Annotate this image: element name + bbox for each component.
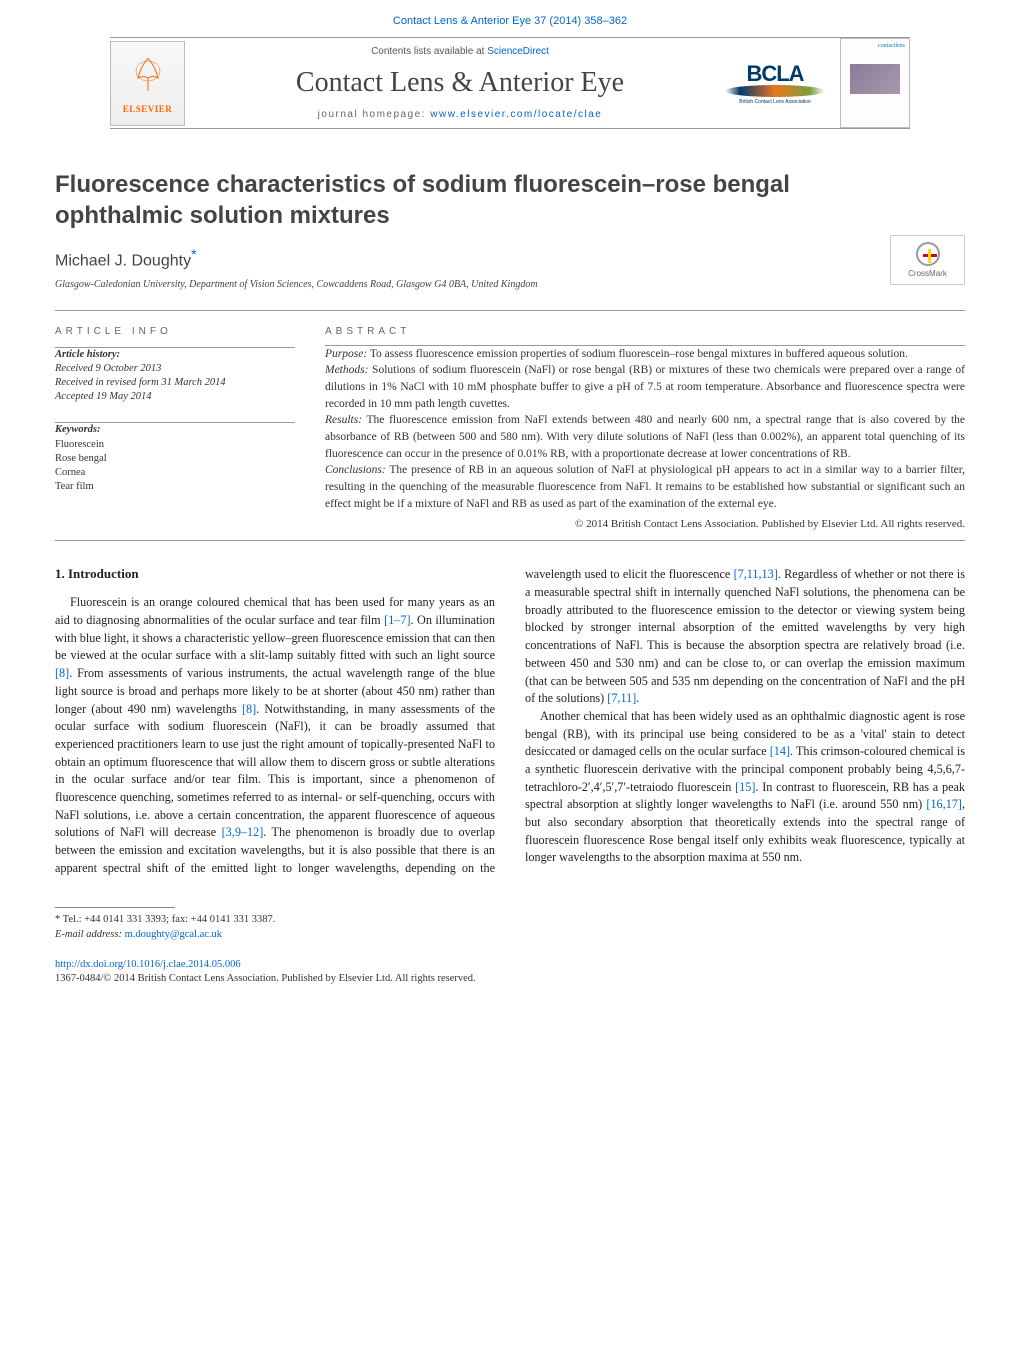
elsevier-tree-icon [128, 53, 168, 101]
contents-prefix: Contents lists available at [371, 46, 487, 57]
divider [55, 540, 965, 541]
keyword: Fluorescein [55, 438, 295, 452]
conclusions-label: Conclusions: [325, 464, 386, 476]
text-run: . The phenomenon is broadly due to overl… [263, 825, 495, 839]
divider [55, 310, 965, 311]
affiliation: Glasgow-Caledonian University, Departmen… [55, 279, 965, 290]
elsevier-logo[interactable]: ELSEVIER [110, 41, 185, 126]
cover-image-icon [850, 64, 900, 94]
accepted-date: Accepted 19 May 2014 [55, 390, 295, 404]
article-body: 1. Introduction Fluorescein is an orange… [55, 566, 965, 877]
corresponding-contact: * Tel.: +44 0141 331 3393; fax: +44 0141… [55, 913, 965, 928]
elsevier-label: ELSEVIER [123, 104, 173, 114]
page-header-ref: Contact Lens & Anterior Eye 37 (2014) 35… [0, 0, 1020, 37]
results-text: The fluorescence emission from NaFl exte… [325, 414, 965, 459]
page-footer: * Tel.: +44 0141 331 3393; fax: +44 0141… [0, 907, 1020, 987]
homepage-line: journal homepage: www.elsevier.com/locat… [200, 109, 720, 120]
citation-link[interactable]: [14] [770, 744, 790, 758]
crossmark-icon [916, 242, 940, 266]
keyword: Tear film [55, 480, 295, 494]
crossmark-badge[interactable]: CrossMark [890, 235, 965, 285]
bcla-subtitle: British Contact Lens Association [739, 99, 810, 105]
purpose-label: Purpose: [325, 348, 367, 360]
citation-link[interactable]: [3,9–12] [222, 825, 264, 839]
issn-copyright: 1367-0484/© 2014 British Contact Lens As… [55, 972, 965, 987]
methods-text: Solutions of sodium fluorescein (NaFl) o… [325, 364, 965, 409]
section-heading: 1. Introduction [55, 566, 495, 582]
citation-link[interactable]: [8] [242, 702, 256, 716]
abstract-heading: abstract [325, 326, 965, 337]
bcla-logo[interactable]: BCLA British Contact Lens Association [720, 58, 830, 108]
doi-link[interactable]: http://dx.doi.org/10.1016/j.clae.2014.05… [55, 959, 241, 970]
author-name: Michael J. Doughty* [55, 246, 965, 270]
journal-ref-link[interactable]: Contact Lens & Anterior Eye 37 (2014) 35… [393, 15, 627, 27]
crossmark-label: CrossMark [908, 269, 947, 278]
email-link[interactable]: m.doughty@gcal.ac.uk [125, 929, 222, 940]
results-label: Results: [325, 414, 362, 426]
email-label: E-mail address: [55, 929, 122, 940]
keyword: Rose bengal [55, 452, 295, 466]
purpose-text: To assess fluorescence emission properti… [367, 348, 908, 360]
homepage-link[interactable]: www.elsevier.com/locate/clae [430, 109, 602, 120]
journal-cover-thumb[interactable]: contactlens [840, 38, 910, 128]
citation-link[interactable]: [7,11,13] [734, 567, 778, 581]
keywords-block: Keywords: Fluorescein Rose bengal Cornea… [55, 423, 295, 494]
citation-link[interactable]: [1–7] [384, 613, 410, 627]
banner-center: Contents lists available at ScienceDirec… [200, 46, 720, 120]
author-text: Michael J. Doughty [55, 253, 191, 270]
revised-date: Received in revised form 31 March 2014 [55, 376, 295, 390]
text-run: . Regardless of whether or not there is … [525, 567, 965, 705]
article-title: Fluorescence characteristics of sodium f… [55, 169, 805, 231]
conclusions-text: The presence of RB in an aqueous solutio… [325, 464, 965, 509]
divider [55, 907, 175, 908]
doi-line: http://dx.doi.org/10.1016/j.clae.2014.05… [55, 958, 965, 973]
contents-line: Contents lists available at ScienceDirec… [200, 46, 720, 57]
journal-banner: ELSEVIER Contents lists available at Sci… [110, 37, 910, 129]
abstract-copyright: © 2014 British Contact Lens Association.… [325, 518, 965, 530]
email-line: E-mail address: m.doughty@gcal.ac.uk [55, 928, 965, 943]
citation-link[interactable]: [15] [735, 780, 755, 794]
text-run: . [636, 691, 639, 705]
received-date: Received 9 October 2013 [55, 362, 295, 376]
sciencedirect-link[interactable]: ScienceDirect [487, 46, 549, 57]
journal-name: Contact Lens & Anterior Eye [200, 67, 720, 99]
article-info-heading: article info [55, 326, 295, 337]
citation-link[interactable]: [7,11] [607, 691, 636, 705]
body-paragraph: Another chemical that has been widely us… [525, 708, 965, 867]
abstract-col: abstract Purpose: To assess fluorescence… [325, 326, 965, 531]
keywords-head: Keywords: [55, 423, 295, 437]
citation-link[interactable]: [8] [55, 666, 69, 680]
article-history: Article history: Received 9 October 2013… [55, 348, 295, 405]
keyword: Cornea [55, 466, 295, 480]
article-info-col: article info Article history: Received 9… [55, 326, 295, 531]
bcla-text: BCLA [746, 61, 803, 87]
citation-link[interactable]: [16,17] [926, 797, 962, 811]
info-abstract-row: article info Article history: Received 9… [55, 326, 965, 531]
text-run: . Notwithstanding, in many assessments o… [55, 702, 495, 840]
bcla-swoosh-icon [725, 85, 825, 97]
abstract-text: Purpose: To assess fluorescence emission… [325, 346, 965, 513]
corresponding-marker[interactable]: * [191, 246, 196, 262]
homepage-prefix: journal homepage: [318, 109, 431, 120]
section-number: 1. [55, 566, 65, 581]
section-title: Introduction [68, 566, 139, 581]
history-head: Article history: [55, 348, 295, 362]
methods-label: Methods: [325, 364, 368, 376]
cover-label: contactlens [878, 43, 905, 49]
